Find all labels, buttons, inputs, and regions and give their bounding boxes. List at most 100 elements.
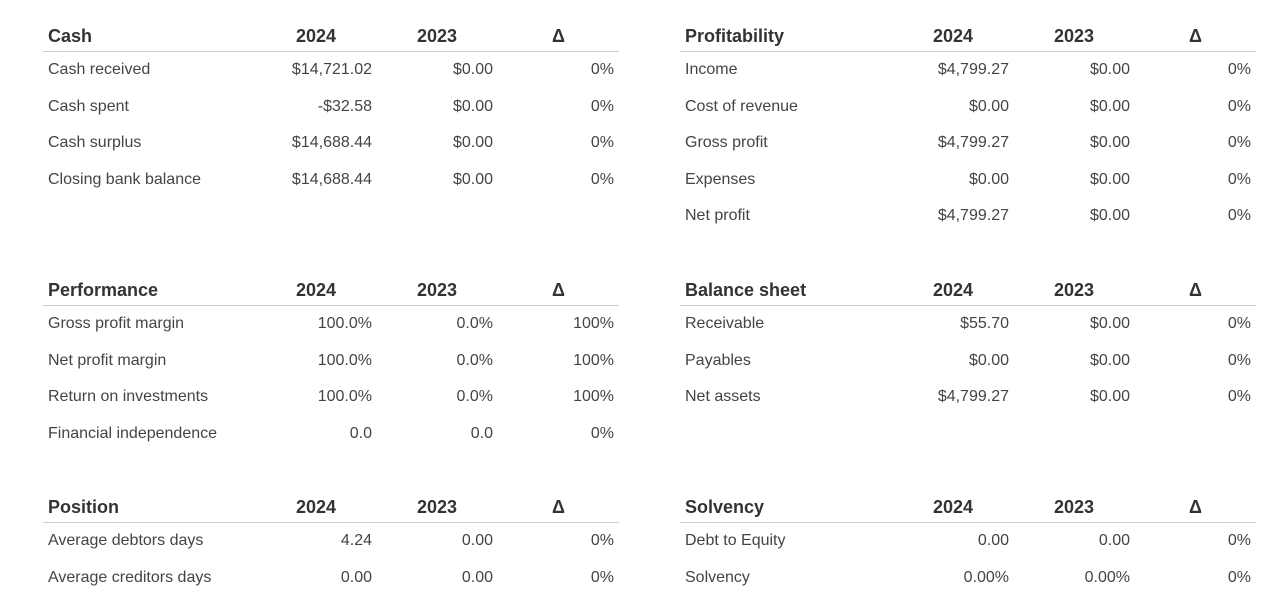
performance-panel: Performance 2024 2023 Δ Gross profit mar… — [43, 274, 619, 452]
value-2023: $0.00 — [1089, 61, 1130, 78]
row-label: Expenses — [685, 170, 756, 188]
table-row: Cash surplus $14,688.44 $0.00 0% — [43, 125, 619, 162]
value-delta: 0% — [590, 134, 614, 151]
value-2024: $55.70 — [960, 315, 1009, 332]
table-row: Closing bank balance $14,688.44 $0.00 0% — [43, 162, 619, 199]
performance-col-delta: Δ — [552, 280, 565, 300]
value-2024: 0.0 — [349, 424, 372, 442]
table-row: Cost of revenue $0.00 $0.00 0% — [680, 89, 1256, 126]
profitability-col-delta: Δ — [1189, 26, 1202, 46]
value-2024: $4,799.27 — [937, 61, 1009, 78]
row-label: Debt to Equity — [685, 532, 786, 549]
position-panel: Position 2024 2023 Δ Average debtors day… — [43, 491, 619, 596]
value-delta: 0% — [590, 97, 614, 115]
value-2023: $0.00 — [452, 61, 493, 78]
value-2023: 0.00 — [461, 532, 493, 549]
table-row: Cash spent -$32.58 $0.00 0% — [43, 89, 619, 126]
value-2024: $4,799.27 — [937, 134, 1009, 151]
value-delta: 0% — [1227, 134, 1251, 151]
row-label: Receivable — [685, 315, 765, 332]
balance-sheet-col-2024: 2024 — [933, 280, 974, 300]
value-delta: 0% — [590, 170, 614, 188]
value-2024: 100.0% — [317, 351, 372, 369]
value-2023: $0.00 — [1089, 134, 1130, 151]
row-label: Cash surplus — [48, 134, 142, 151]
position-col-2023: 2023 — [417, 497, 458, 517]
cash-col-2023: 2023 — [417, 26, 458, 46]
position-title: Position — [48, 497, 119, 517]
profitability-title: Profitability — [685, 26, 785, 46]
value-2024: $14,688.44 — [291, 134, 372, 151]
position-header-row: Position 2024 2023 Δ — [43, 491, 619, 523]
value-2023: $0.00 — [1089, 315, 1130, 332]
value-delta: 100% — [573, 388, 614, 405]
row-label: Average debtors days — [48, 532, 204, 549]
value-delta: 0% — [590, 424, 614, 442]
value-2024: 100.0% — [317, 315, 372, 332]
value-2023: $0.00 — [1089, 97, 1130, 115]
table-row: Receivable $55.70 $0.00 0% — [680, 306, 1256, 343]
value-2023: 0.00 — [461, 568, 493, 586]
table-row: Debt to Equity 0.00 0.00 0% — [680, 523, 1256, 560]
value-delta: 0% — [1227, 97, 1251, 115]
cash-col-2024: 2024 — [296, 26, 337, 46]
value-2024: 100.0% — [317, 388, 372, 405]
performance-header-row: Performance 2024 2023 Δ — [43, 274, 619, 306]
value-delta: 0% — [590, 61, 614, 78]
value-2024: $0.00 — [968, 170, 1009, 188]
value-delta: 0% — [590, 532, 614, 549]
cash-title: Cash — [48, 26, 93, 46]
row-label: Net profit — [685, 207, 750, 224]
profitability-col-2024: 2024 — [933, 26, 974, 46]
cash-header-row: Cash 2024 2023 Δ — [43, 20, 619, 52]
value-2023: 0.0% — [456, 351, 493, 369]
table-row: Return on investments 100.0% 0.0% 100% — [43, 379, 619, 416]
profitability-header-row: Profitability 2024 2023 Δ — [680, 20, 1256, 52]
row-label: Gross profit margin — [48, 315, 185, 332]
row-label: Financial independence — [48, 424, 218, 442]
cash-panel: Cash 2024 2023 Δ Cash received $14,721.0… — [43, 20, 619, 198]
value-2024: $0.00 — [968, 97, 1009, 115]
value-2024: 0.00 — [340, 568, 372, 586]
balance-sheet-header-row: Balance sheet 2024 2023 Δ — [680, 274, 1256, 306]
solvency-col-delta: Δ — [1189, 497, 1202, 517]
value-2024: -$32.58 — [317, 97, 372, 115]
value-delta: 100% — [573, 351, 614, 369]
value-2023: $0.00 — [452, 97, 493, 115]
value-2024: $14,721.02 — [291, 61, 372, 78]
value-2024: $0.00 — [968, 351, 1009, 369]
solvency-col-2024: 2024 — [933, 497, 974, 517]
solvency-col-2023: 2023 — [1054, 497, 1095, 517]
value-2023: 0.0% — [456, 388, 493, 405]
position-col-2024: 2024 — [296, 497, 337, 517]
row-label: Net profit margin — [48, 351, 167, 369]
solvency-panel: Solvency 2024 2023 Δ Debt to Equity 0.00… — [680, 491, 1256, 596]
value-delta: 0% — [1227, 315, 1251, 332]
position-col-delta: Δ — [552, 497, 565, 517]
solvency-title: Solvency — [685, 497, 765, 517]
solvency-header-row: Solvency 2024 2023 Δ — [680, 491, 1256, 523]
value-delta: 0% — [1227, 170, 1251, 188]
value-2023: 0.00 — [1098, 532, 1130, 549]
table-row: Payables $0.00 $0.00 0% — [680, 343, 1256, 380]
balance-sheet-title: Balance sheet — [685, 280, 807, 300]
value-2023: $0.00 — [1089, 388, 1130, 405]
table-row: Gross profit margin 100.0% 0.0% 100% — [43, 306, 619, 343]
value-delta: 0% — [1227, 61, 1251, 78]
value-delta: 0% — [1227, 351, 1251, 369]
value-2023: $0.00 — [1089, 170, 1130, 188]
table-row: Gross profit $4,799.27 $0.00 0% — [680, 125, 1256, 162]
value-2023: 0.0% — [456, 315, 493, 332]
row-label: Return on investments — [48, 388, 209, 405]
value-2024: 0.00% — [963, 568, 1009, 586]
table-row: Solvency 0.00% 0.00% 0% — [680, 560, 1256, 597]
value-delta: 0% — [590, 568, 614, 586]
performance-col-2023: 2023 — [417, 280, 458, 300]
value-2024: $4,799.27 — [937, 388, 1009, 405]
value-delta: 100% — [573, 315, 614, 332]
table-row: Net assets $4,799.27 $0.00 0% — [680, 379, 1256, 416]
value-delta: 0% — [1227, 388, 1251, 405]
value-2024: 4.24 — [340, 532, 372, 549]
row-label: Gross profit — [685, 134, 768, 151]
row-label: Cost of revenue — [685, 97, 798, 115]
